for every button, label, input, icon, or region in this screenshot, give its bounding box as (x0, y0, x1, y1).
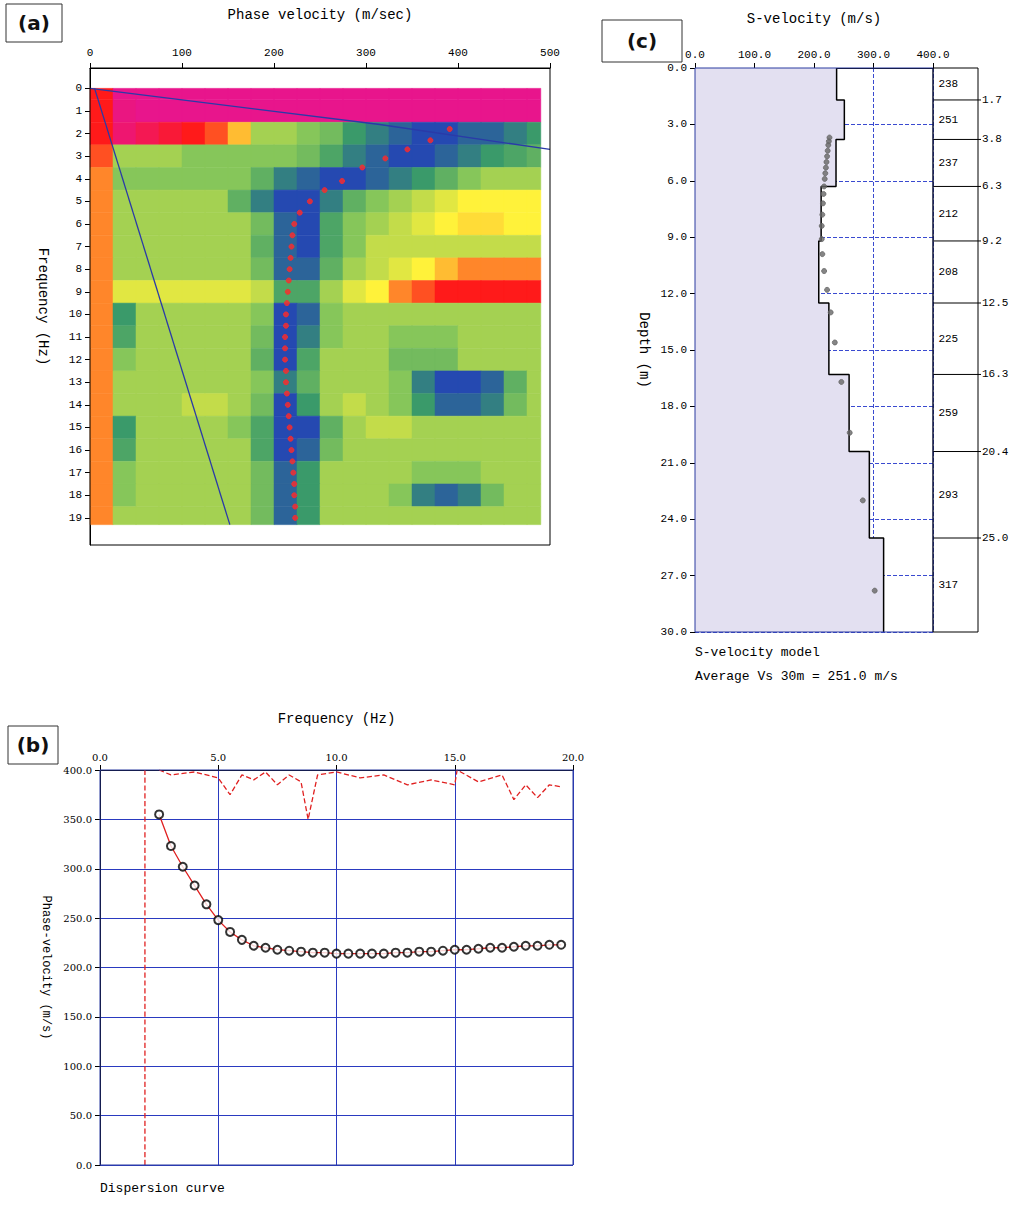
svg-text:15.0: 15.0 (661, 344, 687, 356)
svg-text:400.0: 400.0 (916, 49, 949, 61)
svg-text:5.0: 5.0 (210, 752, 226, 763)
svg-text:6.0: 6.0 (667, 175, 687, 187)
svg-text:100: 100 (172, 47, 192, 59)
svg-text:Dispersion curve: Dispersion curve (100, 1181, 225, 1196)
svg-text:(c): (c) (627, 29, 657, 53)
svg-text:25.0: 25.0 (982, 532, 1008, 544)
svg-text:11: 11 (69, 331, 83, 343)
svg-text:6: 6 (75, 218, 82, 230)
svg-text:50.0: 50.0 (70, 1110, 92, 1121)
svg-text:19: 19 (69, 512, 82, 524)
svg-text:237: 237 (938, 157, 958, 169)
svg-text:1.7: 1.7 (982, 94, 1002, 106)
svg-text:300: 300 (356, 47, 376, 59)
svg-text:Frequency (Hz): Frequency (Hz) (278, 711, 396, 727)
svg-text:20.4: 20.4 (982, 446, 1009, 458)
svg-text:0.0: 0.0 (92, 752, 108, 763)
svg-text:0.0: 0.0 (667, 62, 687, 74)
svg-text:0.0: 0.0 (76, 1160, 92, 1171)
svg-text:0.0: 0.0 (685, 49, 705, 61)
svg-text:Average Vs 30m = 251.0 m/s: Average Vs 30m = 251.0 m/s (695, 669, 898, 684)
svg-text:100.0: 100.0 (63, 1061, 92, 1072)
svg-text:13: 13 (69, 376, 82, 388)
svg-text:3.0: 3.0 (667, 118, 687, 130)
svg-text:12: 12 (69, 354, 82, 366)
svg-text:12.0: 12.0 (661, 288, 687, 300)
svg-text:S-velocity model: S-velocity model (695, 645, 820, 660)
svg-text:251: 251 (938, 114, 958, 126)
svg-text:7: 7 (75, 241, 82, 253)
svg-text:18.0: 18.0 (661, 400, 687, 412)
svg-text:21.0: 21.0 (661, 457, 687, 469)
svg-text:(a): (a) (18, 11, 50, 35)
svg-text:Frequency (Hz): Frequency (Hz) (35, 248, 51, 366)
svg-text:200.0: 200.0 (63, 962, 92, 973)
svg-text:5: 5 (75, 195, 82, 207)
svg-text:16.3: 16.3 (982, 368, 1008, 380)
svg-text:8: 8 (75, 263, 82, 275)
svg-text:Phase velocity (m/sec): Phase velocity (m/sec) (228, 7, 413, 23)
svg-text:200.0: 200.0 (797, 49, 830, 61)
svg-text:3: 3 (75, 150, 82, 162)
svg-text:15.0: 15.0 (444, 752, 466, 763)
svg-text:0: 0 (75, 82, 82, 94)
svg-text:15: 15 (69, 421, 82, 433)
svg-text:12.5: 12.5 (982, 297, 1008, 309)
svg-text:350.0: 350.0 (63, 814, 92, 825)
svg-text:400.0: 400.0 (63, 765, 92, 776)
svg-text:1: 1 (75, 105, 82, 117)
svg-text:27.0: 27.0 (661, 570, 687, 582)
svg-text:9.2: 9.2 (982, 235, 1002, 247)
svg-text:(b): (b) (17, 733, 50, 757)
svg-text:212: 212 (938, 208, 958, 220)
svg-text:3.8: 3.8 (982, 133, 1002, 145)
svg-text:259: 259 (938, 407, 958, 419)
svg-text:293: 293 (938, 489, 958, 501)
svg-text:Depth (m): Depth (m) (636, 312, 652, 388)
svg-text:225: 225 (938, 333, 958, 345)
svg-text:208: 208 (938, 266, 958, 278)
svg-text:150.0: 150.0 (63, 1011, 92, 1022)
svg-text:10.0: 10.0 (325, 752, 347, 763)
svg-text:6.3: 6.3 (982, 180, 1002, 192)
svg-text:500: 500 (540, 47, 560, 59)
svg-text:300.0: 300.0 (857, 49, 890, 61)
svg-text:30.0: 30.0 (661, 626, 687, 638)
svg-text:2: 2 (75, 128, 82, 140)
svg-text:17: 17 (69, 467, 82, 479)
svg-text:10: 10 (69, 308, 82, 320)
svg-text:14: 14 (69, 399, 83, 411)
svg-text:300.0: 300.0 (63, 863, 92, 874)
svg-text:100.0: 100.0 (738, 49, 771, 61)
svg-text:18: 18 (69, 489, 82, 501)
svg-text:20.0: 20.0 (562, 752, 584, 763)
svg-text:9: 9 (75, 286, 82, 298)
svg-text:24.0: 24.0 (661, 513, 687, 525)
svg-text:238: 238 (938, 78, 958, 90)
svg-text:317: 317 (938, 579, 958, 591)
svg-text:200: 200 (264, 47, 284, 59)
svg-text:250.0: 250.0 (63, 913, 92, 924)
svg-text:16: 16 (69, 444, 82, 456)
svg-text:9.0: 9.0 (667, 231, 687, 243)
svg-text:0: 0 (87, 47, 94, 59)
svg-text:S-velocity (m/s): S-velocity (m/s) (747, 11, 881, 27)
svg-text:4: 4 (75, 173, 82, 185)
svg-text:400: 400 (448, 47, 468, 59)
svg-text:Phase-velocity (m/s): Phase-velocity (m/s) (39, 895, 53, 1039)
